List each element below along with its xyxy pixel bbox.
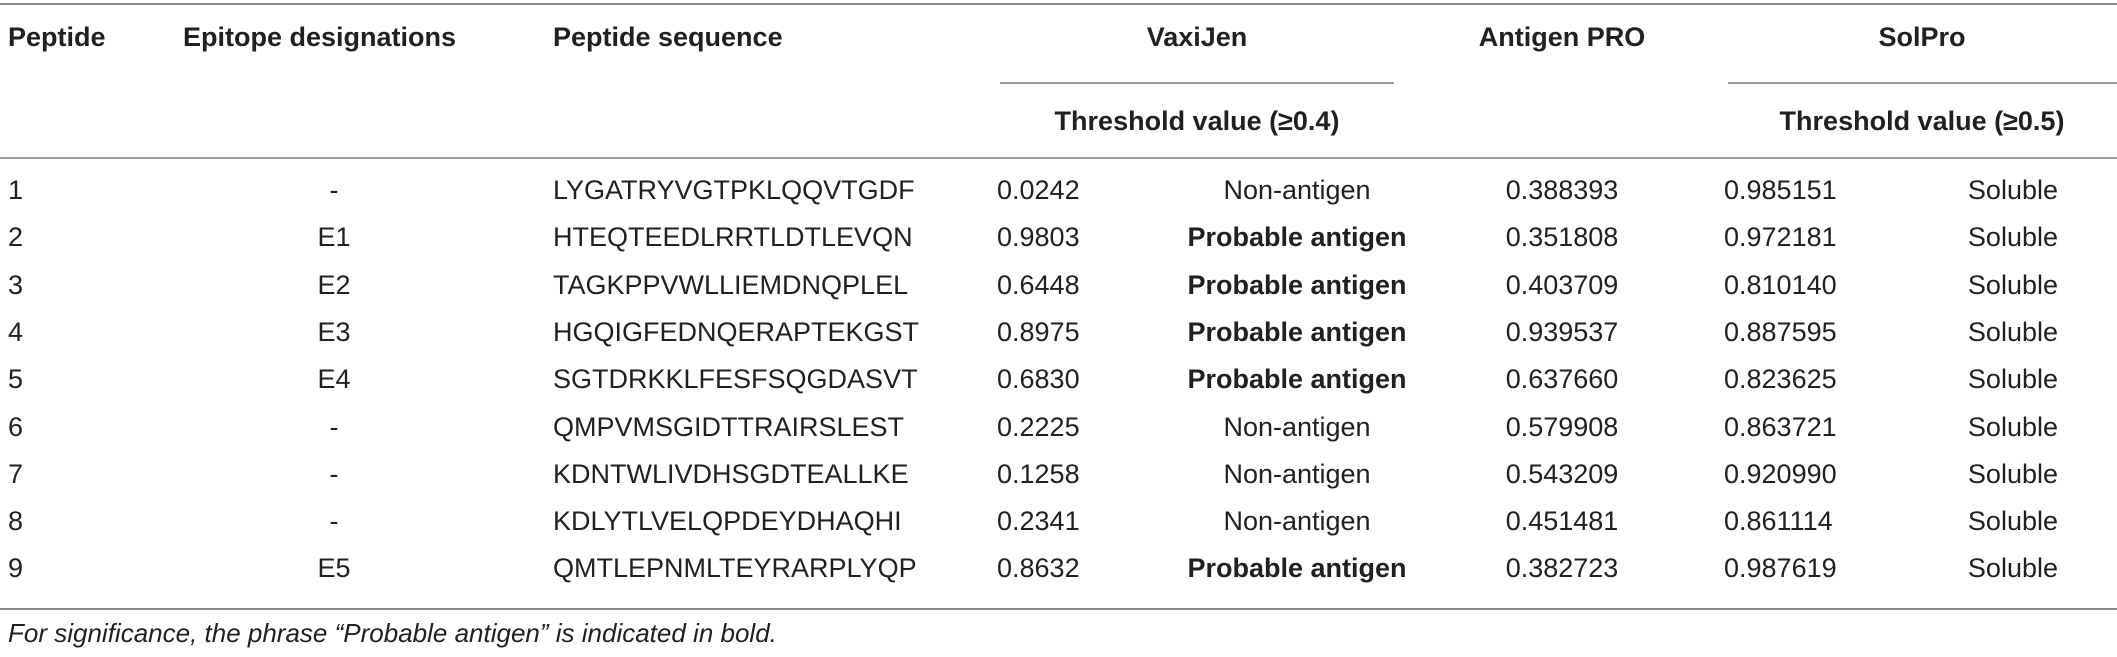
cell-solpro-score: 0.861114	[1724, 506, 1833, 537]
cell-peptide: 7	[8, 458, 24, 489]
cell-solpro-call: Soluble	[1967, 222, 2058, 253]
cell-vaxijen-call: Non-antigen	[1223, 411, 1371, 442]
header-bottom-rule	[0, 157, 2117, 159]
cell-solpro-call: Soluble	[1967, 411, 2058, 442]
cell-sequence: SGTDRKKLFESFSQGDASVT	[553, 364, 918, 395]
table-bottom-rule	[0, 608, 2117, 610]
cell-epitope: E1	[317, 222, 351, 253]
cell-vaxijen-score: 0.6448	[997, 269, 1080, 300]
cell-peptide: 5	[8, 364, 24, 395]
header-solpro: SolPro	[1878, 22, 1966, 52]
cell-solpro-score: 0.863721	[1724, 411, 1837, 442]
cell-vaxijen-score: 0.0242	[997, 175, 1080, 205]
cell-antigenpro: 0.351808	[1505, 222, 1619, 253]
cell-antigenpro: 0.579908	[1505, 411, 1619, 442]
cell-sequence: QMPVMSGIDTTRAIRSLEST	[553, 411, 905, 442]
header-vaxijen: VaxiJen	[1146, 22, 1248, 52]
cell-vaxijen-score: 0.6830	[997, 364, 1080, 395]
cell-vaxijen-score: 0.8975	[997, 316, 1080, 347]
cell-peptide: 6	[8, 411, 24, 442]
cell-solpro-score: 0.920990	[1724, 458, 1837, 489]
cell-vaxijen-score: 0.2225	[997, 411, 1080, 442]
cell-vaxijen-call: Probable antigen	[1187, 364, 1407, 395]
solpro-subrule	[1728, 82, 2117, 84]
cell-antigenpro: 0.543209	[1505, 458, 1619, 489]
cell-epitope: -	[329, 411, 339, 442]
cell-vaxijen-call: Probable antigen	[1187, 553, 1407, 584]
cell-vaxijen-call: Probable antigen	[1187, 269, 1407, 300]
cell-vaxijen-call: Non-antigen	[1223, 175, 1371, 205]
header-sequence: Peptide sequence	[553, 22, 783, 52]
footnote: For significance, the phrase “Probable a…	[8, 618, 777, 648]
cell-solpro-call: Soluble	[1967, 458, 2058, 489]
header-epitope: Epitope designations	[183, 22, 457, 52]
table-top-rule	[0, 3, 2117, 5]
cell-epitope: E4	[317, 364, 351, 395]
header-antigenpro: Antigen PRO	[1478, 22, 1646, 52]
cell-solpro-score: 0.987619	[1724, 553, 1837, 584]
cell-solpro-score: 0.887595	[1724, 316, 1837, 347]
cell-antigenpro: 0.451481	[1505, 506, 1619, 537]
cell-epitope: E2	[317, 269, 351, 300]
cell-epitope: -	[329, 175, 339, 205]
cell-peptide: 4	[8, 316, 24, 347]
cell-sequence: HTEQTEEDLRRTLDTLEVQN	[553, 222, 913, 253]
cell-sequence: KDNTWLIVDHSGDTEALLKE	[553, 458, 909, 489]
cell-peptide: 2	[8, 222, 24, 253]
vaxijen-threshold: Threshold value (≥0.4)	[1054, 106, 1340, 136]
cell-solpro-score: 0.972181	[1724, 222, 1837, 253]
cell-peptide: 8	[8, 506, 24, 537]
cell-sequence: LYGATRYVGTPKLQQVTGDF	[553, 175, 915, 205]
cell-solpro-score: 0.985151	[1724, 175, 1837, 205]
cell-solpro-score: 0.823625	[1724, 364, 1837, 395]
solpro-threshold: Threshold value (≥0.5)	[1779, 106, 2065, 136]
cell-solpro-call: Soluble	[1967, 175, 2058, 205]
cell-vaxijen-score: 0.8632	[997, 553, 1080, 584]
cell-solpro-call: Soluble	[1967, 553, 2058, 584]
header-peptide: Peptide	[8, 22, 106, 52]
cell-solpro-call: Soluble	[1967, 269, 2058, 300]
cell-solpro-call: Soluble	[1967, 506, 2058, 537]
cell-antigenpro: 0.382723	[1505, 553, 1619, 584]
cell-epitope: E5	[317, 553, 351, 584]
cell-peptide: 1	[8, 175, 24, 205]
cell-vaxijen-call: Non-antigen	[1223, 458, 1371, 489]
cell-solpro-call: Soluble	[1967, 316, 2058, 347]
cell-sequence: KDLYTLVELQPDEYDHAQHI	[553, 506, 902, 537]
cell-peptide: 9	[8, 553, 24, 584]
cell-epitope: -	[329, 506, 339, 537]
cell-vaxijen-score: 0.2341	[997, 506, 1080, 537]
cell-vaxijen-call: Non-antigen	[1223, 506, 1371, 537]
cell-sequence: HGQIGFEDNQERAPTEKGST	[553, 316, 920, 347]
cell-solpro-call: Soluble	[1967, 364, 2058, 395]
cell-peptide: 3	[8, 269, 24, 300]
cell-vaxijen-score: 0.9803	[997, 222, 1080, 253]
cell-antigenpro: 0.637660	[1505, 364, 1619, 395]
cell-sequence: QMTLEPNMLTEYRARPLYQP	[553, 553, 917, 584]
cell-sequence: TAGKPPVWLLIEMDNQPLEL	[553, 269, 909, 300]
cell-solpro-score: 0.810140	[1724, 269, 1837, 300]
cell-antigenpro: 0.388393	[1505, 175, 1619, 205]
cell-epitope: -	[329, 458, 339, 489]
vaxijen-subrule	[1000, 82, 1394, 84]
cell-vaxijen-call: Probable antigen	[1187, 222, 1407, 253]
cell-vaxijen-score: 0.1258	[997, 458, 1080, 489]
cell-antigenpro: 0.939537	[1505, 316, 1619, 347]
cell-antigenpro: 0.403709	[1505, 269, 1619, 300]
cell-vaxijen-call: Probable antigen	[1187, 316, 1407, 347]
cell-epitope: E3	[317, 316, 351, 347]
